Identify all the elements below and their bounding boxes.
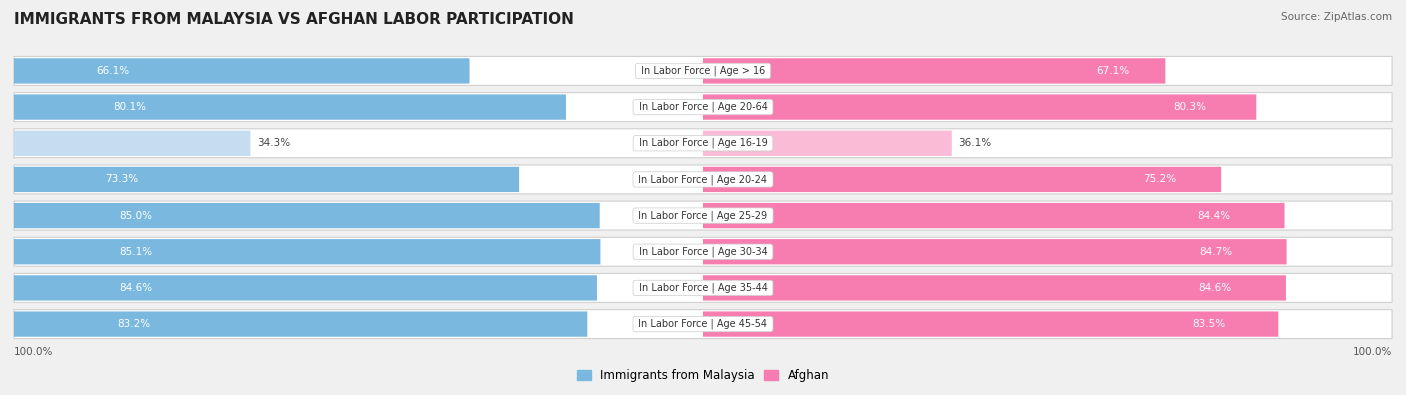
Text: 36.1%: 36.1% [959,138,991,148]
FancyBboxPatch shape [703,311,1278,337]
Text: In Labor Force | Age 45-54: In Labor Force | Age 45-54 [636,319,770,329]
Text: 73.3%: 73.3% [105,175,138,184]
Text: 66.1%: 66.1% [96,66,129,76]
Text: 83.2%: 83.2% [117,319,150,329]
Text: 84.6%: 84.6% [120,283,152,293]
FancyBboxPatch shape [14,131,250,156]
Text: 75.2%: 75.2% [1143,175,1177,184]
Text: 100.0%: 100.0% [1353,346,1392,357]
Text: 80.1%: 80.1% [114,102,146,112]
FancyBboxPatch shape [14,275,598,301]
FancyBboxPatch shape [14,239,600,264]
Text: In Labor Force | Age 30-34: In Labor Force | Age 30-34 [636,246,770,257]
FancyBboxPatch shape [14,58,470,84]
Text: 84.4%: 84.4% [1198,211,1230,220]
FancyBboxPatch shape [703,239,1286,264]
FancyBboxPatch shape [14,167,519,192]
Text: IMMIGRANTS FROM MALAYSIA VS AFGHAN LABOR PARTICIPATION: IMMIGRANTS FROM MALAYSIA VS AFGHAN LABOR… [14,12,574,27]
FancyBboxPatch shape [703,275,1286,301]
Text: 34.3%: 34.3% [257,138,291,148]
FancyBboxPatch shape [14,203,600,228]
FancyBboxPatch shape [14,310,1392,339]
FancyBboxPatch shape [14,237,1392,266]
Text: In Labor Force | Age 25-29: In Labor Force | Age 25-29 [636,210,770,221]
FancyBboxPatch shape [14,273,1392,303]
Text: 67.1%: 67.1% [1095,66,1129,76]
FancyBboxPatch shape [14,165,1392,194]
Text: In Labor Force | Age > 16: In Labor Force | Age > 16 [638,66,768,76]
Text: In Labor Force | Age 16-19: In Labor Force | Age 16-19 [636,138,770,149]
FancyBboxPatch shape [703,167,1222,192]
Legend: Immigrants from Malaysia, Afghan: Immigrants from Malaysia, Afghan [572,364,834,387]
FancyBboxPatch shape [14,311,588,337]
FancyBboxPatch shape [703,131,952,156]
Text: In Labor Force | Age 35-44: In Labor Force | Age 35-44 [636,283,770,293]
Text: In Labor Force | Age 20-24: In Labor Force | Age 20-24 [636,174,770,185]
Text: In Labor Force | Age 20-64: In Labor Force | Age 20-64 [636,102,770,112]
FancyBboxPatch shape [14,56,1392,85]
Text: 84.7%: 84.7% [1199,247,1232,257]
FancyBboxPatch shape [14,92,1392,122]
Text: 80.3%: 80.3% [1173,102,1206,112]
Text: 83.5%: 83.5% [1192,319,1225,329]
Text: 85.0%: 85.0% [120,211,152,220]
Text: 100.0%: 100.0% [14,346,53,357]
Text: Source: ZipAtlas.com: Source: ZipAtlas.com [1281,12,1392,22]
Text: 85.1%: 85.1% [120,247,153,257]
FancyBboxPatch shape [14,94,567,120]
FancyBboxPatch shape [14,129,1392,158]
FancyBboxPatch shape [703,94,1257,120]
FancyBboxPatch shape [703,203,1285,228]
FancyBboxPatch shape [703,58,1166,84]
FancyBboxPatch shape [14,201,1392,230]
Text: 84.6%: 84.6% [1198,283,1232,293]
